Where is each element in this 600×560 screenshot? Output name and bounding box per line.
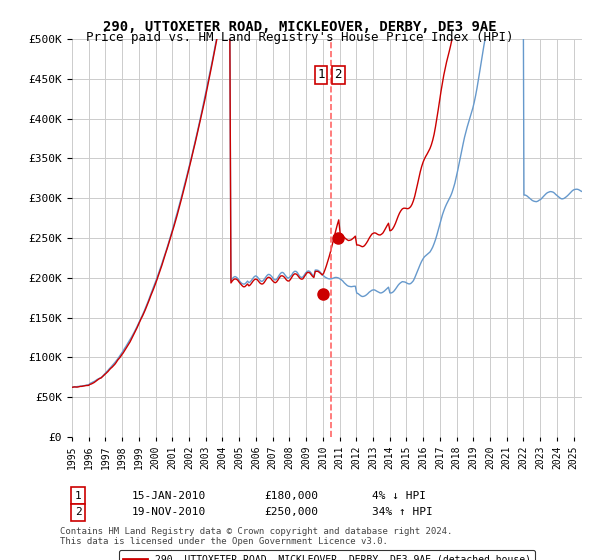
Text: 2: 2	[74, 507, 82, 517]
Text: 34% ↑ HPI: 34% ↑ HPI	[372, 507, 433, 517]
Text: 1: 1	[317, 68, 325, 82]
Legend: 290, UTTOXETER ROAD, MICKLEOVER, DERBY, DE3 9AE (detached house), HPI: Average p: 290, UTTOXETER ROAD, MICKLEOVER, DERBY, …	[119, 550, 535, 560]
Text: 4% ↓ HPI: 4% ↓ HPI	[372, 491, 426, 501]
Text: 1: 1	[74, 491, 82, 501]
Text: £250,000: £250,000	[264, 507, 318, 517]
Text: 2: 2	[335, 68, 342, 82]
Text: 290, UTTOXETER ROAD, MICKLEOVER, DERBY, DE3 9AE: 290, UTTOXETER ROAD, MICKLEOVER, DERBY, …	[103, 20, 497, 34]
Text: Price paid vs. HM Land Registry's House Price Index (HPI): Price paid vs. HM Land Registry's House …	[86, 31, 514, 44]
Text: 15-JAN-2010: 15-JAN-2010	[132, 491, 206, 501]
Text: Contains HM Land Registry data © Crown copyright and database right 2024.
This d: Contains HM Land Registry data © Crown c…	[60, 526, 452, 546]
Text: 19-NOV-2010: 19-NOV-2010	[132, 507, 206, 517]
Text: £180,000: £180,000	[264, 491, 318, 501]
